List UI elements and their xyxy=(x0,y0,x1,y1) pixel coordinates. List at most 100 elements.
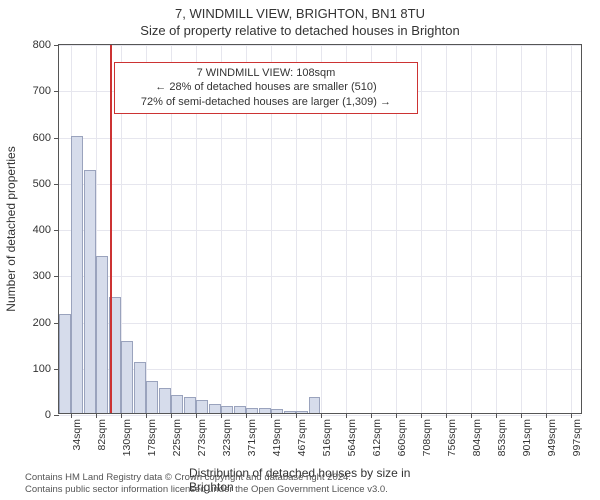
histogram-bar xyxy=(84,170,96,413)
xtick xyxy=(196,413,197,418)
gridline-h xyxy=(59,230,581,231)
annotation-line1: 7 WINDMILL VIEW: 108sqm xyxy=(121,66,411,81)
xtick xyxy=(371,413,372,418)
xtick xyxy=(396,413,397,418)
xtick xyxy=(321,413,322,418)
histogram-bar xyxy=(309,397,321,413)
gridline-h xyxy=(59,323,581,324)
chart-title-main: 7, WINDMILL VIEW, BRIGHTON, BN1 8TU xyxy=(0,0,600,21)
ytick-label: 100 xyxy=(33,363,51,375)
gridline-h xyxy=(59,138,581,139)
xtick xyxy=(271,413,272,418)
ytick-label: 700 xyxy=(33,85,51,97)
plot-area: 010020030040050060070080034sqm82sqm130sq… xyxy=(58,44,582,414)
credits-line2: Contains public sector information licen… xyxy=(25,484,388,496)
ytick-label: 600 xyxy=(33,132,51,144)
xtick-label: 997sqm xyxy=(571,419,583,456)
xtick-label: 660sqm xyxy=(396,419,408,456)
histogram-bar xyxy=(271,409,283,413)
ytick xyxy=(54,138,59,139)
credits-line1: Contains HM Land Registry data © Crown c… xyxy=(25,472,388,484)
ytick xyxy=(54,184,59,185)
ytick-label: 400 xyxy=(33,224,51,236)
xtick-label: 804sqm xyxy=(471,419,483,456)
xtick-label: 323sqm xyxy=(221,419,233,456)
histogram-bar xyxy=(146,381,158,413)
xtick xyxy=(521,413,522,418)
histogram-bar xyxy=(96,256,108,413)
annotation-line2: ← 28% of detached houses are smaller (51… xyxy=(121,80,411,95)
xtick-label: 564sqm xyxy=(346,419,358,456)
xtick-label: 516sqm xyxy=(321,419,333,456)
xtick-label: 853sqm xyxy=(496,419,508,456)
gridline-v xyxy=(496,45,497,413)
histogram-bar xyxy=(284,411,296,413)
chart-region: 010020030040050060070080034sqm82sqm130sq… xyxy=(58,44,582,414)
xtick-label: 82sqm xyxy=(96,419,108,451)
histogram-bar xyxy=(121,341,133,413)
ytick-label: 0 xyxy=(45,409,51,421)
gridline-v xyxy=(546,45,547,413)
gridline-h xyxy=(59,415,581,416)
ytick xyxy=(54,415,59,416)
gridline-v xyxy=(471,45,472,413)
histogram-bar xyxy=(296,411,308,413)
ytick xyxy=(54,91,59,92)
gridline-v xyxy=(521,45,522,413)
xtick xyxy=(146,413,147,418)
xtick-label: 708sqm xyxy=(421,419,433,456)
histogram-bar xyxy=(209,404,221,413)
histogram-bar xyxy=(221,406,233,413)
ytick xyxy=(54,230,59,231)
annotation-line3: 72% of semi-detached houses are larger (… xyxy=(121,95,411,110)
histogram-bar xyxy=(196,400,208,413)
xtick-label: 34sqm xyxy=(71,419,83,451)
histogram-bar xyxy=(71,136,83,414)
gridline-v xyxy=(446,45,447,413)
marker-line xyxy=(110,45,112,413)
gridline-v xyxy=(421,45,422,413)
xtick xyxy=(121,413,122,418)
histogram-bar xyxy=(184,397,196,413)
histogram-bar xyxy=(171,395,183,414)
histogram-bar xyxy=(234,406,246,413)
xtick-label: 130sqm xyxy=(121,419,133,456)
ytick xyxy=(54,276,59,277)
xtick xyxy=(496,413,497,418)
y-axis-label: Number of detached properties xyxy=(4,146,18,311)
xtick xyxy=(221,413,222,418)
gridline-h xyxy=(59,276,581,277)
xtick-label: 225sqm xyxy=(171,419,183,456)
histogram-bar xyxy=(134,362,146,413)
xtick-label: 901sqm xyxy=(521,419,533,456)
chart-title-sub: Size of property relative to detached ho… xyxy=(0,21,600,38)
xtick xyxy=(571,413,572,418)
gridline-h xyxy=(59,45,581,46)
xtick-label: 949sqm xyxy=(546,419,558,456)
xtick xyxy=(446,413,447,418)
xtick-label: 612sqm xyxy=(371,419,383,456)
histogram-bar xyxy=(259,408,271,413)
ytick-label: 800 xyxy=(33,39,51,51)
ytick xyxy=(54,45,59,46)
xtick xyxy=(171,413,172,418)
xtick-label: 178sqm xyxy=(146,419,158,456)
xtick xyxy=(96,413,97,418)
xtick xyxy=(421,413,422,418)
histogram-bar xyxy=(159,388,171,413)
ytick-label: 200 xyxy=(33,317,51,329)
xtick-label: 273sqm xyxy=(196,419,208,456)
xtick xyxy=(346,413,347,418)
xtick-label: 371sqm xyxy=(246,419,258,456)
xtick-label: 467sqm xyxy=(296,419,308,456)
xtick xyxy=(471,413,472,418)
ytick-label: 500 xyxy=(33,178,51,190)
xtick xyxy=(246,413,247,418)
histogram-bar xyxy=(246,408,258,413)
annotation-box: 7 WINDMILL VIEW: 108sqm← 28% of detached… xyxy=(114,62,418,115)
gridline-h xyxy=(59,184,581,185)
xtick xyxy=(296,413,297,418)
xtick xyxy=(71,413,72,418)
gridline-v xyxy=(571,45,572,413)
histogram-bar xyxy=(59,314,71,413)
